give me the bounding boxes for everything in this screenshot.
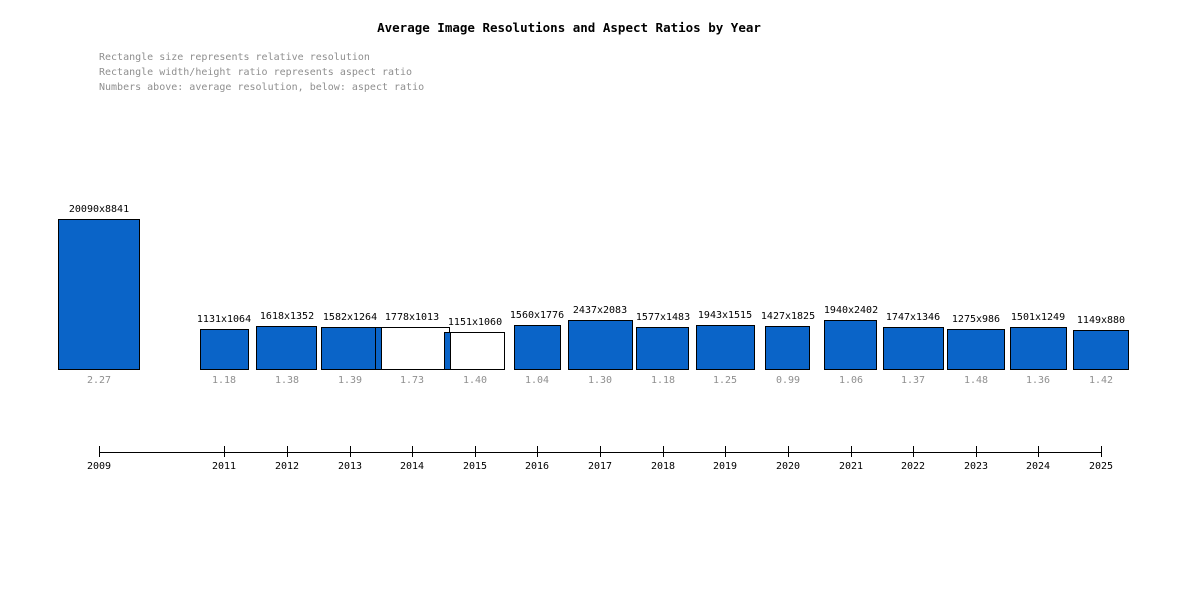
aspect-ratio-label: 1.48 [963, 375, 989, 386]
resolution-rect [58, 219, 140, 370]
aspect-ratio-label: 1.38 [274, 375, 300, 386]
resolution-rect [883, 327, 944, 370]
chart-title: Average Image Resolutions and Aspect Rat… [377, 20, 761, 35]
axis-tick [224, 446, 225, 457]
resolution-label: 1275x986 [951, 314, 1001, 325]
resolution-label: 2437x2083 [572, 305, 628, 316]
resolution-label: 1149x880 [1076, 315, 1126, 326]
axis-tick-label: 2014 [399, 461, 425, 472]
aspect-ratio-label: 1.42 [1088, 375, 1114, 386]
aspect-ratio-label: 1.73 [399, 375, 425, 386]
axis-tick [600, 446, 601, 457]
axis-tick [475, 446, 476, 457]
axis-tick-label: 2024 [1025, 461, 1051, 472]
resolution-rect [514, 325, 561, 370]
resolution-rect [1010, 327, 1067, 370]
resolution-label: 1582x1264 [322, 312, 378, 323]
aspect-ratio-label: 1.30 [587, 375, 613, 386]
resolution-label: 1618x1352 [259, 311, 315, 322]
resolution-rect [444, 332, 505, 370]
axis-tick-label: 2012 [274, 461, 300, 472]
resolution-label: 1427x1825 [760, 311, 816, 322]
aspect-ratio-label: 1.40 [462, 375, 488, 386]
resolution-label: 20090x8841 [68, 204, 130, 215]
resolution-label: 1577x1483 [635, 312, 691, 323]
resolution-rect [568, 320, 633, 370]
axis-tick [99, 446, 100, 457]
axis-tick [976, 446, 977, 457]
aspect-ratio-label: 1.39 [337, 375, 363, 386]
axis-tick [851, 446, 852, 457]
axis-tick-label: 2015 [462, 461, 488, 472]
resolution-rect [696, 325, 755, 370]
axis-tick-label: 2020 [775, 461, 801, 472]
resolution-label: 1940x2402 [823, 305, 879, 316]
resolution-label: 1747x1346 [885, 312, 941, 323]
resolution-rect [321, 327, 379, 370]
aspect-ratio-label: 1.04 [524, 375, 550, 386]
axis-tick [663, 446, 664, 457]
axis-tick-label: 2022 [900, 461, 926, 472]
axis-tick [725, 446, 726, 457]
resolution-label: 1131x1064 [196, 314, 252, 325]
legend-note-ratio: Rectangle width/height ratio represents … [99, 67, 413, 78]
axis-tick [1101, 446, 1102, 457]
axis-tick-label: 2021 [838, 461, 864, 472]
axis-tick-label: 2011 [211, 461, 237, 472]
resolution-label: 1151x1060 [447, 317, 503, 328]
unfilled-overlay [450, 332, 505, 370]
resolution-label: 1778x1013 [384, 312, 440, 323]
axis-tick [287, 446, 288, 457]
unfilled-overlay [381, 327, 450, 370]
axis-tick-label: 2025 [1088, 461, 1114, 472]
legend-note-numbers: Numbers above: average resolution, below… [99, 82, 425, 93]
aspect-ratio-label: 2.27 [86, 375, 112, 386]
resolution-rect [256, 326, 317, 370]
axis-tick [350, 446, 351, 457]
resolution-rect [947, 329, 1005, 370]
resolution-rect [375, 327, 450, 370]
aspect-ratio-label: 1.36 [1025, 375, 1051, 386]
axis-tick [412, 446, 413, 457]
axis-tick-label: 2018 [650, 461, 676, 472]
resolution-rect [200, 329, 249, 370]
resolution-rect [765, 326, 810, 370]
aspect-ratio-label: 1.18 [650, 375, 676, 386]
axis-tick [1038, 446, 1039, 457]
aspect-ratio-label: 1.06 [838, 375, 864, 386]
axis-tick-label: 2013 [337, 461, 363, 472]
resolution-label: 1560x1776 [509, 310, 565, 321]
axis-tick-label: 2016 [524, 461, 550, 472]
axis-tick [537, 446, 538, 457]
resolution-rect [1073, 330, 1129, 370]
legend-note-size: Rectangle size represents relative resol… [99, 52, 370, 63]
aspect-ratio-label: 0.99 [775, 375, 801, 386]
axis-tick [913, 446, 914, 457]
resolution-label: 1501x1249 [1010, 312, 1066, 323]
resolution-rect [636, 327, 689, 370]
aspect-ratio-label: 1.18 [211, 375, 237, 386]
axis-tick [788, 446, 789, 457]
resolution-rect [824, 320, 877, 370]
resolution-label: 1943x1515 [697, 310, 753, 321]
axis-tick-label: 2023 [963, 461, 989, 472]
aspect-ratio-label: 1.37 [900, 375, 926, 386]
aspect-ratio-label: 1.25 [712, 375, 738, 386]
chart-legend-notes: Rectangle size represents relative resol… [99, 50, 424, 95]
axis-tick-label: 2017 [587, 461, 613, 472]
axis-tick-label: 2009 [86, 461, 112, 472]
axis-tick-label: 2019 [712, 461, 738, 472]
